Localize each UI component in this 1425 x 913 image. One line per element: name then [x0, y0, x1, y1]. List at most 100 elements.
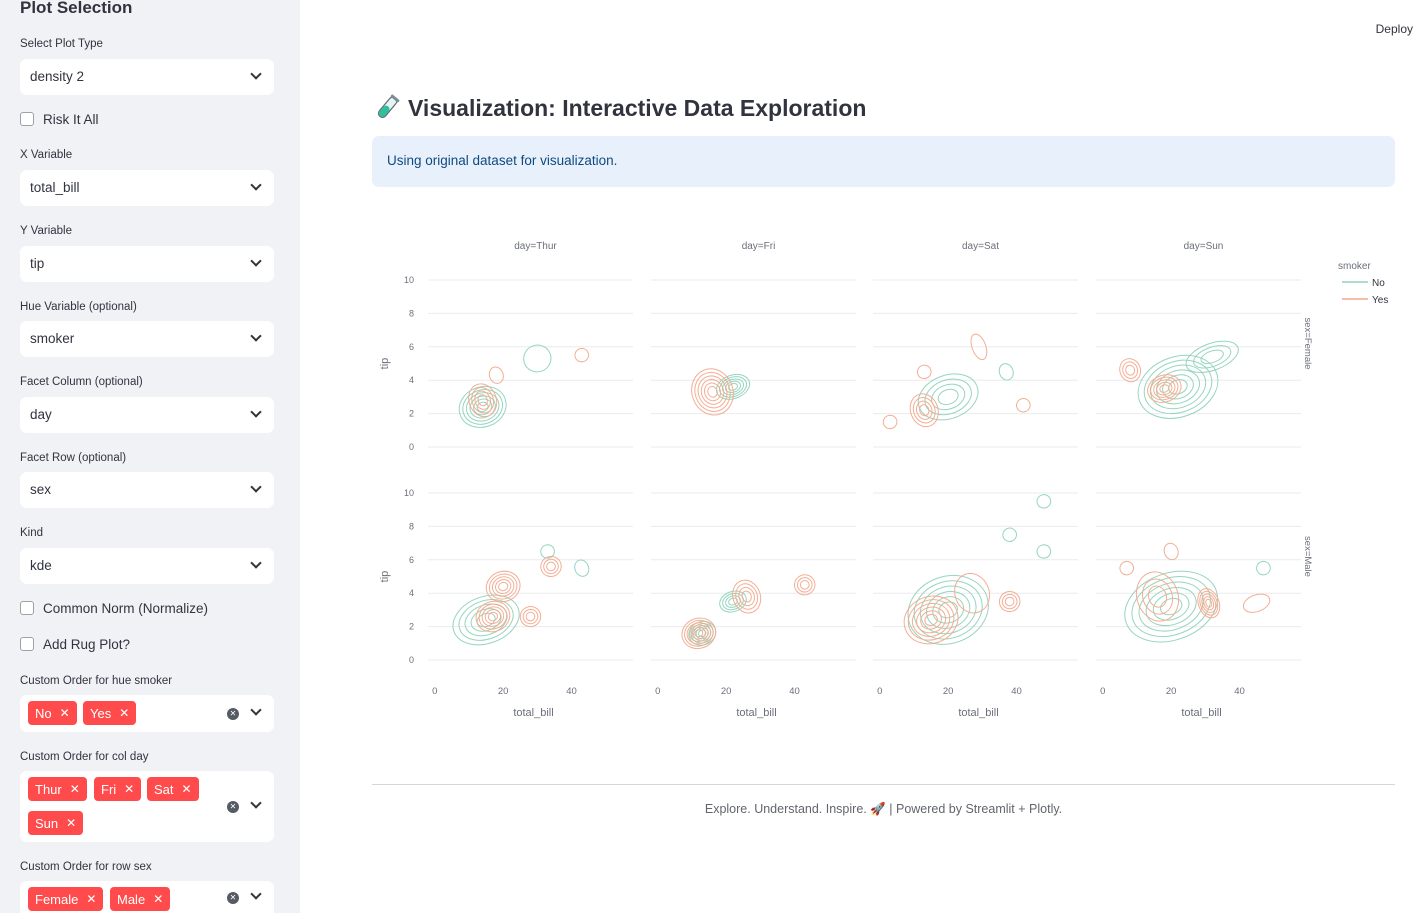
hue-variable-value: smoker — [30, 331, 75, 346]
checkbox-box[interactable] — [20, 112, 34, 126]
density-contour-yes — [540, 555, 562, 578]
density-contour-yes — [484, 609, 502, 625]
density-contour-yes — [574, 347, 590, 363]
info-alert-text: Using original dataset for visualization… — [387, 153, 618, 168]
checkbox-box[interactable] — [20, 601, 34, 615]
density-contour-yes — [916, 364, 932, 380]
density-contour-no — [718, 376, 748, 398]
kind-select[interactable]: kde — [20, 548, 274, 584]
close-icon[interactable]: ✕ — [69, 782, 80, 796]
density-contour-yes — [519, 606, 542, 628]
density-contour-yes — [686, 622, 712, 645]
density-contour-yes — [903, 595, 959, 645]
deploy-button[interactable]: Deploy — [1375, 22, 1413, 36]
risk-checkbox-label: Risk It All — [43, 111, 99, 127]
density-contour-no — [458, 599, 514, 641]
density-contour-no — [1149, 364, 1207, 410]
tag-label: Fri — [101, 781, 117, 797]
footer-divider — [372, 784, 1395, 785]
page-title: Visualization: Interactive Data Explorat… — [372, 93, 866, 123]
density-contour-no — [1137, 354, 1219, 419]
tag-fri[interactable]: Fri ✕ — [94, 777, 142, 801]
density-contour-yes — [1141, 578, 1174, 615]
density-contour-no — [452, 594, 520, 646]
close-icon[interactable]: ✕ — [124, 782, 135, 796]
plot-type-select[interactable]: density 2 — [20, 59, 274, 95]
close-icon[interactable]: ✕ — [59, 706, 70, 720]
order-col-multiselect[interactable]: Thur ✕ Fri ✕ Sat ✕ Sun ✕ ✕ — [20, 771, 274, 842]
close-icon[interactable]: ✕ — [66, 816, 77, 830]
clear-all-icon[interactable]: ✕ — [227, 801, 239, 813]
chevron-down-icon — [250, 255, 262, 267]
density-contour-yes — [915, 400, 933, 420]
y-variable-select[interactable]: tip — [20, 246, 274, 282]
close-icon[interactable]: ✕ — [86, 892, 97, 906]
density-contour-yes — [546, 561, 556, 572]
density-contour-no — [1138, 581, 1204, 632]
density-contour-yes — [1197, 588, 1221, 619]
tag-male[interactable]: Male ✕ — [110, 887, 171, 911]
common-norm-checkbox[interactable]: Common Norm (Normalize) — [20, 599, 208, 617]
facet-density-chart[interactable]: 0 2 4 6 8 10 tip sex=Female 0 2 4 6 8 10 tip sex=Male da… — [300, 230, 1425, 730]
clear-all-icon[interactable]: ✕ — [227, 708, 239, 720]
density-contour-yes — [1119, 358, 1142, 383]
sidebar: Plot Selection Select Plot Type density … — [0, 0, 300, 913]
y-tick-label: 0 — [409, 655, 414, 665]
density-contour-yes — [882, 414, 898, 430]
density-contour-no — [476, 401, 489, 413]
hue-variable-select[interactable]: smoker — [20, 321, 274, 357]
chevron-down-icon — [250, 406, 262, 418]
test-tube-icon — [377, 94, 400, 118]
close-icon[interactable]: ✕ — [119, 706, 130, 720]
density-contour-no — [1256, 560, 1271, 576]
density-contour-yes — [471, 387, 495, 414]
density-contour-no — [719, 590, 747, 613]
density-contour-yes — [1016, 398, 1031, 413]
order-hue-multiselect[interactable]: No ✕ Yes ✕ ✕ — [20, 695, 274, 732]
y-tick-label: 10 — [404, 488, 414, 498]
density-contour-no — [917, 373, 979, 421]
density-contour-no — [937, 388, 959, 406]
tag-thur[interactable]: Thur ✕ — [28, 777, 87, 801]
column-title: day=Sun — [1184, 241, 1224, 252]
density-contour-no — [722, 592, 744, 611]
x-tick-label: 20 — [943, 686, 954, 697]
facet-column-select[interactable]: day — [20, 397, 274, 433]
clear-all-icon[interactable]: ✕ — [227, 892, 239, 904]
density-contour-yes — [1199, 590, 1219, 616]
x-axis-label: total_bill — [513, 707, 553, 719]
tag-female[interactable]: Female ✕ — [28, 887, 104, 911]
tag-sun[interactable]: Sun ✕ — [28, 811, 84, 835]
close-icon[interactable]: ✕ — [181, 782, 192, 796]
x-tick-label: 20 — [721, 686, 732, 697]
chevron-down-icon[interactable] — [250, 704, 262, 716]
density-contour-no — [998, 363, 1014, 381]
y-tick-label: 0 — [409, 442, 414, 452]
density-contour-yes — [1147, 585, 1168, 608]
density-contour-no — [465, 392, 500, 422]
chevron-down-icon[interactable] — [250, 797, 262, 809]
tag-no[interactable]: No ✕ — [28, 701, 77, 725]
y-variable-value: tip — [30, 256, 45, 271]
x-variable-select[interactable]: total_bill — [20, 170, 274, 206]
tag-label: Yes — [90, 705, 112, 721]
close-icon[interactable]: ✕ — [153, 892, 164, 906]
facet-row-select[interactable]: sex — [20, 472, 274, 508]
density-contour-yes — [481, 606, 505, 627]
y-tick-label: 10 — [404, 275, 414, 285]
density-contour-yes — [919, 404, 930, 417]
tag-yes[interactable]: Yes ✕ — [83, 701, 137, 725]
order-row-multiselect[interactable]: Female ✕ Male ✕ ✕ — [20, 881, 274, 913]
density-contour-no — [932, 596, 965, 624]
checkbox-box[interactable] — [20, 637, 34, 651]
tag-label: Sun — [35, 815, 59, 831]
chevron-down-icon[interactable] — [250, 888, 262, 900]
density-contour-yes — [1119, 560, 1135, 576]
y-tick-label: 2 — [409, 622, 414, 632]
density-contour-yes — [684, 619, 714, 647]
x-tick-label: 40 — [789, 686, 800, 697]
density-contour-yes — [1122, 361, 1139, 379]
tag-sat[interactable]: Sat ✕ — [147, 777, 199, 801]
risk-checkbox[interactable]: Risk It All — [20, 110, 99, 128]
rug-checkbox[interactable]: Add Rug Plot? — [20, 635, 130, 653]
